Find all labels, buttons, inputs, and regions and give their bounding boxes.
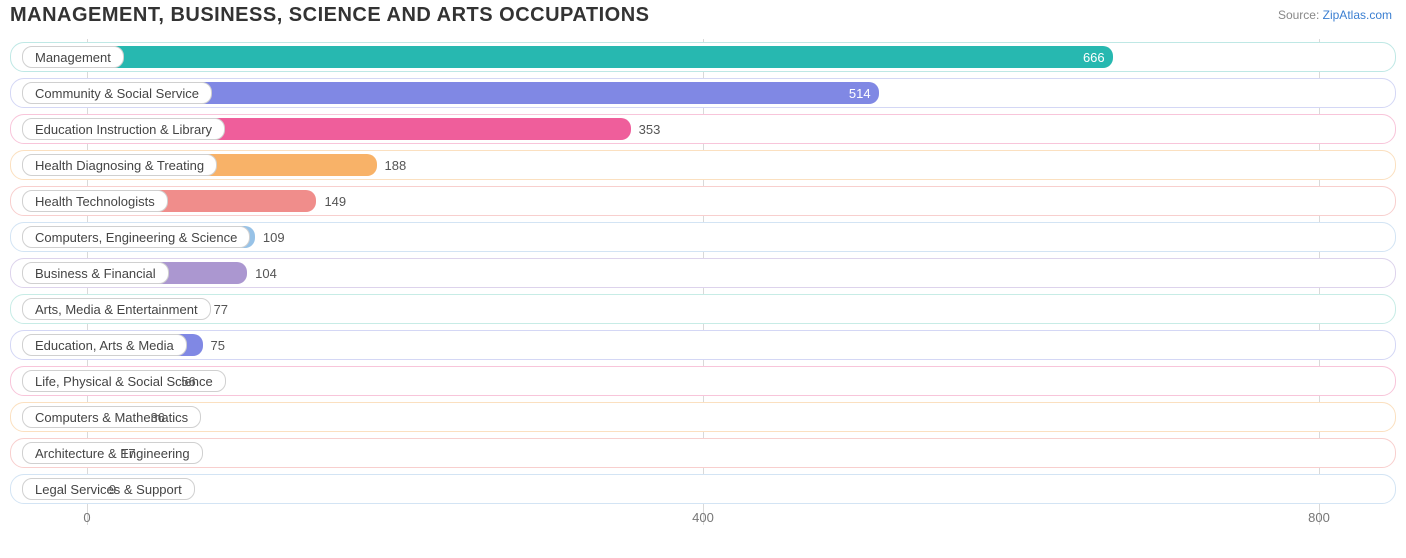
source-attribution: Source: ZipAtlas.com xyxy=(1278,8,1392,22)
bar-row: Health Diagnosing & Treating 188 xyxy=(10,147,1396,183)
value-label: 514 xyxy=(849,75,871,111)
x-tick-label: 400 xyxy=(692,510,714,525)
bar-row: Business & Financial 104 xyxy=(10,255,1396,291)
chart-title: MANAGEMENT, BUSINESS, SCIENCE AND ARTS O… xyxy=(10,4,649,26)
category-pill: Business & Financial xyxy=(22,262,169,284)
value-label: 104 xyxy=(247,255,277,291)
value-label: 17 xyxy=(113,435,135,471)
value-label: 188 xyxy=(377,147,407,183)
bar-row: Management 666 xyxy=(10,39,1396,75)
bar-row: Life, Physical & Social Science56 xyxy=(10,363,1396,399)
bar-row: Arts, Media & Entertainment77 xyxy=(10,291,1396,327)
bar-row: Architecture & Engineering17 xyxy=(10,435,1396,471)
category-pill: Management xyxy=(22,46,124,68)
x-tick-label: 0 xyxy=(83,510,90,525)
value-label: 149 xyxy=(316,183,346,219)
category-pill: Health Diagnosing & Treating xyxy=(22,154,217,176)
bar-row: Education Instruction & Library 353 xyxy=(10,111,1396,147)
bar-track xyxy=(10,474,1396,504)
bar-track xyxy=(10,402,1396,432)
value-label: 9 xyxy=(101,471,116,507)
bar-row: Health Technologists 149 xyxy=(10,183,1396,219)
value-label: 36 xyxy=(142,399,164,435)
bars-region: Management 666 Community & Social Service 5… xyxy=(10,39,1396,507)
source-prefix: Source: xyxy=(1278,8,1323,22)
bar-row: Computers, Engineering & Science109 xyxy=(10,219,1396,255)
bar-row: Computers & Mathematics36 xyxy=(10,399,1396,435)
bar-row: Community & Social Service 514 xyxy=(10,75,1396,111)
category-pill: Health Technologists xyxy=(22,190,168,212)
value-label: 56 xyxy=(173,363,195,399)
category-pill: Arts, Media & Entertainment xyxy=(22,298,211,320)
category-pill: Community & Social Service xyxy=(22,82,212,104)
x-axis: 0 400 800 xyxy=(10,508,1396,530)
value-label: 109 xyxy=(255,219,285,255)
category-pill: Education, Arts & Media xyxy=(22,334,187,356)
category-pill: Computers, Engineering & Science xyxy=(22,226,250,248)
bar-track xyxy=(10,438,1396,468)
bar-fill xyxy=(87,46,1113,68)
category-pill: Education Instruction & Library xyxy=(22,118,225,140)
value-label: 75 xyxy=(203,327,225,363)
value-label: 353 xyxy=(631,111,661,147)
source-link[interactable]: ZipAtlas.com xyxy=(1323,8,1392,22)
category-pill: Computers & Mathematics xyxy=(22,406,201,428)
x-tick-label: 800 xyxy=(1308,510,1330,525)
value-label: 77 xyxy=(206,291,228,327)
value-label: 666 xyxy=(1083,39,1105,75)
bar-row: Education, Arts & Media 75 xyxy=(10,327,1396,363)
bar-row: Legal Services & Support9 xyxy=(10,471,1396,507)
chart-area: Management 666 Community & Social Service 5… xyxy=(10,35,1396,530)
